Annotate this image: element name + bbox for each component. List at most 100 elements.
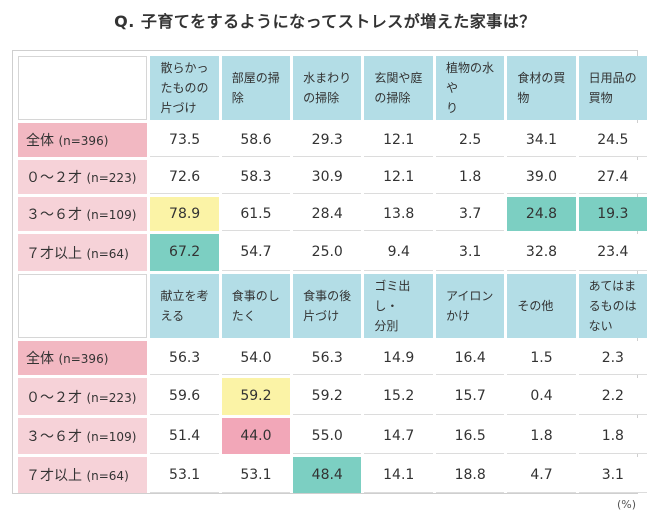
column-header-line: 献立を考 bbox=[160, 289, 209, 303]
column-header-line: 物 bbox=[517, 91, 530, 105]
column-header-line: 片づけ bbox=[160, 101, 197, 115]
column-header-line: 分別 bbox=[374, 319, 399, 333]
corner-cell bbox=[18, 274, 148, 338]
row-label-text: ０～２才 bbox=[26, 170, 82, 186]
column-header-line: 日用品の bbox=[588, 71, 637, 85]
row-label-count: (n=64) bbox=[86, 469, 129, 483]
value-cell: 15.7 bbox=[436, 378, 505, 415]
value-cell: 53.1 bbox=[150, 457, 219, 493]
column-header-line: かけ bbox=[446, 309, 471, 323]
row-label-text: ３～６才 bbox=[26, 207, 82, 223]
value-cell: 16.5 bbox=[436, 418, 505, 454]
table-frame bbox=[12, 50, 638, 494]
column-header: 食事の後 片づけ bbox=[293, 274, 362, 338]
value-cell: 18.8 bbox=[436, 457, 505, 493]
chart-title: Q. 子育てをするようになってストレスが増えた家事は？ bbox=[114, 12, 536, 31]
value-cell: 72.6 bbox=[150, 160, 219, 194]
row-label-count: (n=223) bbox=[86, 390, 137, 405]
value-cell: 59.2 bbox=[221, 378, 291, 415]
column-header-line: その他 bbox=[517, 299, 554, 313]
value-cell: 56.3 bbox=[293, 341, 362, 375]
table-row: ３～６才 (n=109) 51.4 44.0 55.0 14.7 16.5 1.8 1.8 bbox=[18, 418, 647, 454]
row-label-count: (n=109) bbox=[86, 208, 137, 222]
value-cell: 53.1 bbox=[221, 457, 291, 493]
value-cell: 54.7 bbox=[221, 234, 291, 271]
column-header-line: たものの bbox=[160, 81, 209, 95]
row-label: ７才以上 (n=64) bbox=[18, 457, 148, 493]
value-cell: 14.7 bbox=[364, 418, 434, 454]
value-cell: 3.1 bbox=[436, 234, 505, 271]
value-cell: 78.9 bbox=[150, 197, 219, 231]
value-cell: 1.8 bbox=[436, 160, 505, 194]
column-header-line: 植物の水や bbox=[446, 61, 495, 95]
header-row: 献立を考 える 食事のし たく 食事の後 片づけ ゴミ出し・ 分別 アイロン かけ その他 あてはまる… bbox=[18, 274, 647, 338]
row-label: ３～６才 (n=109) bbox=[18, 197, 148, 231]
column-header-line: 食事のし bbox=[231, 289, 280, 303]
row-label: 全体 (n=396) bbox=[18, 341, 148, 375]
value-cell: 19.3 bbox=[578, 197, 647, 231]
header-row: 散らかっ たものの 片づけ 部屋の掃除水まわり の掃除 玄関や庭 の掃除 植物の水やり食材の買… bbox=[18, 56, 647, 120]
column-header: アイロン かけ bbox=[436, 274, 505, 338]
column-header: 玄関や庭 の掃除 bbox=[364, 56, 434, 120]
value-cell: 3.7 bbox=[436, 197, 505, 231]
column-header-line: 片づけ bbox=[303, 309, 340, 323]
table-row: ７才以上 (n=64) 67.2 54.7 25.0 9.4 3.1 32.8 23.4 bbox=[18, 234, 647, 271]
column-header-line: るものは bbox=[588, 299, 637, 313]
row-label-text: 全体 bbox=[26, 351, 54, 367]
column-header: 献立を考 える bbox=[150, 274, 219, 338]
column-header-line: 部屋の掃 bbox=[231, 71, 280, 85]
value-cell: 59.2 bbox=[293, 378, 362, 415]
row-label-count: (n=396) bbox=[58, 134, 109, 148]
row-label-text: ０～２才 bbox=[26, 389, 82, 406]
column-header: その他 bbox=[507, 274, 576, 338]
value-cell: 4.7 bbox=[507, 457, 576, 493]
row-label-count: (n=64) bbox=[86, 246, 129, 261]
value-cell: 58.6 bbox=[221, 123, 291, 157]
value-cell: 32.8 bbox=[507, 234, 576, 271]
value-cell: 2.5 bbox=[436, 123, 505, 157]
table-row: ７才以上 (n=64) 53.1 53.1 48.4 14.1 18.8 4.7 3.1 bbox=[18, 457, 647, 493]
column-header-line: 玄関や庭 bbox=[374, 71, 423, 85]
column-header-line: える bbox=[160, 309, 185, 323]
value-cell: 34.1 bbox=[507, 123, 576, 157]
column-header-line: 水まわり bbox=[303, 71, 352, 85]
row-label-text: 全体 bbox=[26, 133, 54, 149]
value-cell: 29.3 bbox=[293, 123, 362, 157]
data-table: 散らかっ たものの 片づけ 部屋の掃除水まわり の掃除 玄関や庭 の掃除 植物の水やり食材の買… bbox=[15, 53, 650, 496]
value-cell: 12.1 bbox=[364, 160, 434, 194]
column-header: 部屋の掃除 bbox=[221, 56, 291, 120]
column-header-line: の掃除 bbox=[374, 91, 411, 105]
row-label: ０～２才 (n=223) bbox=[18, 160, 148, 194]
column-header: 植物の水やり bbox=[436, 56, 505, 120]
column-header: 食事のし たく bbox=[221, 274, 291, 338]
value-cell: 1.8 bbox=[578, 418, 647, 454]
value-cell: 2.2 bbox=[578, 378, 647, 415]
unit-label: (%) bbox=[616, 498, 636, 511]
column-header-line: 散らかっ bbox=[160, 61, 209, 75]
value-cell: 73.5 bbox=[150, 123, 219, 157]
row-label-text: ３～６才 bbox=[26, 429, 82, 445]
table-row: ３～６才 (n=109) 78.9 61.5 28.4 13.8 3.7 24.8 19.3 bbox=[18, 197, 647, 231]
row-label: ７才以上 (n=64) bbox=[18, 234, 148, 271]
column-header-line: 除 bbox=[231, 91, 244, 105]
value-cell: 15.2 bbox=[364, 378, 434, 415]
value-cell: 61.5 bbox=[221, 197, 291, 231]
column-header-line: り bbox=[446, 101, 459, 115]
column-header-line: の掃除 bbox=[303, 91, 340, 105]
value-cell: 3.1 bbox=[578, 457, 647, 493]
row-label-count: (n=223) bbox=[86, 171, 137, 185]
row-label-text: ７才以上 bbox=[26, 468, 82, 484]
value-cell: 27.4 bbox=[578, 160, 647, 194]
value-cell: 44.0 bbox=[221, 418, 291, 454]
value-cell: 23.4 bbox=[578, 234, 647, 271]
value-cell: 48.4 bbox=[293, 457, 362, 493]
value-cell: 13.8 bbox=[364, 197, 434, 231]
value-cell: 39.0 bbox=[507, 160, 576, 194]
value-cell: 1.8 bbox=[507, 418, 576, 454]
value-cell: 54.0 bbox=[221, 341, 291, 375]
value-cell: 28.4 bbox=[293, 197, 362, 231]
table-row: 全体 (n=396) 56.3 54.0 56.3 14.9 16.4 1.5 2.3 bbox=[18, 341, 647, 375]
column-header: ゴミ出し・ 分別 bbox=[364, 274, 434, 338]
column-header-line: あてはま bbox=[588, 279, 637, 293]
column-header-line: 食材の買 bbox=[517, 71, 566, 85]
